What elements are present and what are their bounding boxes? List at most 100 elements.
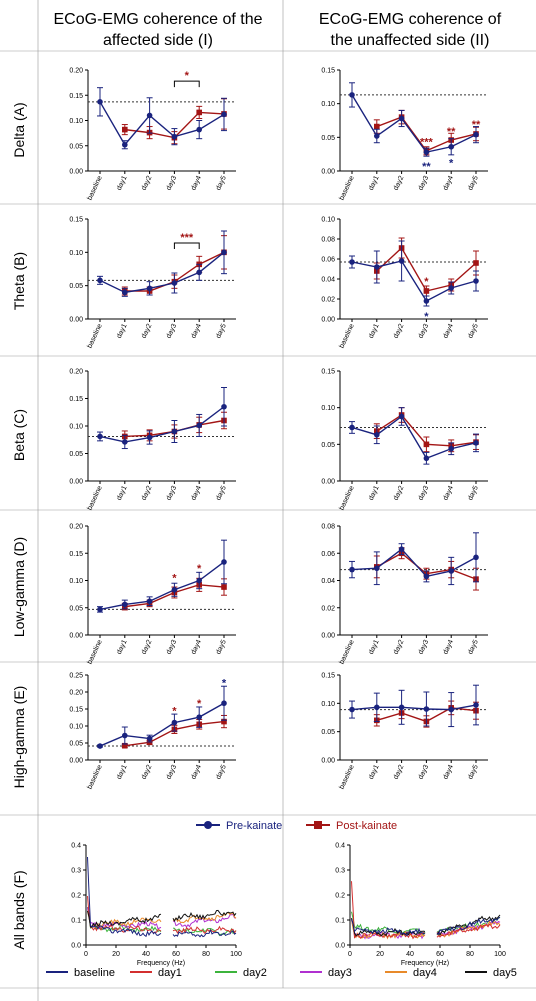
row-label-low-gamma: Low-gamma (D) [11, 537, 27, 637]
y-tick-label: 0.4 [335, 843, 345, 850]
x-tick-label: day2 [141, 639, 154, 656]
significance-mark: * [222, 678, 227, 690]
pre-kainate-point [97, 433, 103, 440]
x-tick-label: day1 [368, 485, 381, 502]
y-tick-label: 0.00 [321, 317, 335, 324]
x-tick-label: baseline [338, 323, 355, 350]
significance-mark: * [424, 311, 429, 323]
panel-D-II: 0.00 0.02 0.04 0.06 0.08 baseline day1 day2 day3… [321, 524, 488, 665]
spectrum-day5-line [351, 914, 501, 937]
spectrum-baseline-line [87, 856, 237, 938]
pre-kainate-point [473, 702, 479, 708]
panel-B-I: 0.00 0.05 0.10 0.15 baseline day1 day2 day3 day4… [69, 217, 236, 349]
x-tick-label: 40 [406, 951, 414, 958]
y-tick-label: 0.02 [321, 297, 335, 304]
column-header-unaffected-line1: ECoG-EMG coherence of [319, 11, 502, 28]
column-header-unaffected-line2: the unaffected side (II) [331, 32, 490, 49]
y-tick-label: 0.25 [69, 673, 83, 680]
y-tick-label: 0.15 [321, 673, 335, 680]
y-tick-label: 0.05 [321, 729, 335, 736]
y-tick-label: 0.00 [321, 633, 335, 640]
panel-A-I: 0.00 0.05 0.10 0.15 0.20 baseline day1 day2 day3… [69, 68, 236, 201]
y-tick-label: 0.3 [71, 868, 81, 875]
pre-kainate-line [99, 406, 225, 443]
pre-kainate-line [99, 251, 225, 294]
x-tick-label: day5 [215, 764, 228, 781]
x-tick-label: day2 [393, 639, 406, 656]
legend-day3-label: day3 [328, 967, 352, 979]
pre-kainate-line [351, 260, 477, 302]
y-tick-label: 0.1 [335, 918, 345, 925]
pre-kainate-point [122, 732, 128, 739]
x-tick-label: day2 [141, 323, 154, 340]
significance-mark: * [197, 698, 202, 710]
pre-kainate-point [196, 714, 202, 720]
significance-mark: * [172, 572, 177, 584]
pre-kainate-point [146, 112, 153, 119]
pre-kainate-point [97, 99, 103, 105]
y-tick-label: 0.00 [69, 479, 83, 486]
pre-kainate-point [97, 277, 103, 284]
post-kainate-point [122, 126, 128, 133]
x-tick-label: day4 [190, 323, 203, 340]
panel-E-I: 0.00 0.05 0.10 0.15 0.20 0.25 baseline day1 day2… [69, 673, 236, 791]
x-tick-label: baseline [86, 764, 103, 791]
pre-kainate-point [398, 546, 405, 552]
y-tick-label: 0.10 [321, 217, 335, 224]
x-tick-label: day5 [215, 485, 228, 502]
post-kainate-point [473, 260, 479, 266]
y-tick-label: 0.2 [335, 893, 345, 900]
y-tick-label: 0.4 [71, 843, 81, 850]
pre-kainate-point [473, 554, 479, 561]
pre-kainate-point [171, 719, 178, 726]
x-tick-label: baseline [86, 485, 103, 512]
significance-mark: * [185, 70, 190, 82]
pre-kainate-point [146, 735, 153, 742]
x-tick-label: day4 [442, 323, 455, 340]
x-tick-label: day1 [368, 639, 381, 656]
pre-kainate-point [97, 606, 103, 613]
significance-bracket [173, 242, 200, 249]
column-header-affected-line2: affected side (I) [103, 32, 213, 49]
x-tick-label: 20 [112, 951, 120, 958]
spectrum-panel-I: 0.0 0.1 0.2 0.3 0.4 0 20 40 60 80 100 Frequency (Hz… [71, 843, 242, 968]
x-tick-label: 60 [436, 951, 444, 958]
pre-kainate-point [221, 249, 227, 256]
spectrum-day1-line [351, 881, 501, 940]
y-tick-label: 0.05 [69, 741, 83, 748]
pre-kainate-point [448, 285, 455, 291]
x-tick-label: day2 [393, 485, 406, 502]
significance-mark: *** [180, 232, 194, 244]
y-tick-label: 0.04 [321, 578, 335, 585]
x-tick-label: day4 [442, 639, 455, 656]
legend-day1-label: day1 [158, 967, 182, 979]
pre-kainate-point [398, 704, 405, 711]
pre-kainate-line [99, 101, 225, 146]
spectrum-panel-II: 0.0 0.1 0.2 0.3 0.4 0 20 40 60 80 100 Frequency (Hz… [335, 843, 506, 968]
x-tick-label: day3 [417, 175, 430, 192]
post-kainate-point [423, 288, 430, 294]
y-tick-label: 0.15 [69, 217, 83, 224]
pre-kainate-point [221, 403, 227, 410]
post-kainate-point [221, 584, 227, 590]
x-axis-label: Frequency (Hz) [137, 960, 185, 967]
y-tick-label: 0.1 [71, 918, 81, 925]
pre-kainate-point [473, 278, 479, 284]
x-tick-label: 80 [202, 951, 210, 958]
x-tick-label: day1 [116, 175, 129, 192]
y-tick-label: 0.06 [321, 257, 335, 264]
y-tick-label: 0.10 [321, 405, 335, 412]
y-tick-label: 0.2 [71, 893, 81, 900]
y-tick-label: 0.10 [321, 701, 335, 708]
pre-kainate-point [349, 259, 355, 265]
pre-kainate-point [146, 285, 153, 292]
pre-kainate-point [473, 440, 479, 446]
x-tick-label: day2 [141, 175, 154, 192]
y-tick-label: 0.00 [69, 633, 83, 640]
y-tick-label: 0.15 [321, 369, 335, 376]
y-tick-label: 0.08 [321, 237, 335, 244]
x-tick-label: 100 [230, 951, 242, 958]
y-tick-label: 0.00 [69, 758, 83, 765]
x-tick-label: day2 [393, 764, 406, 781]
